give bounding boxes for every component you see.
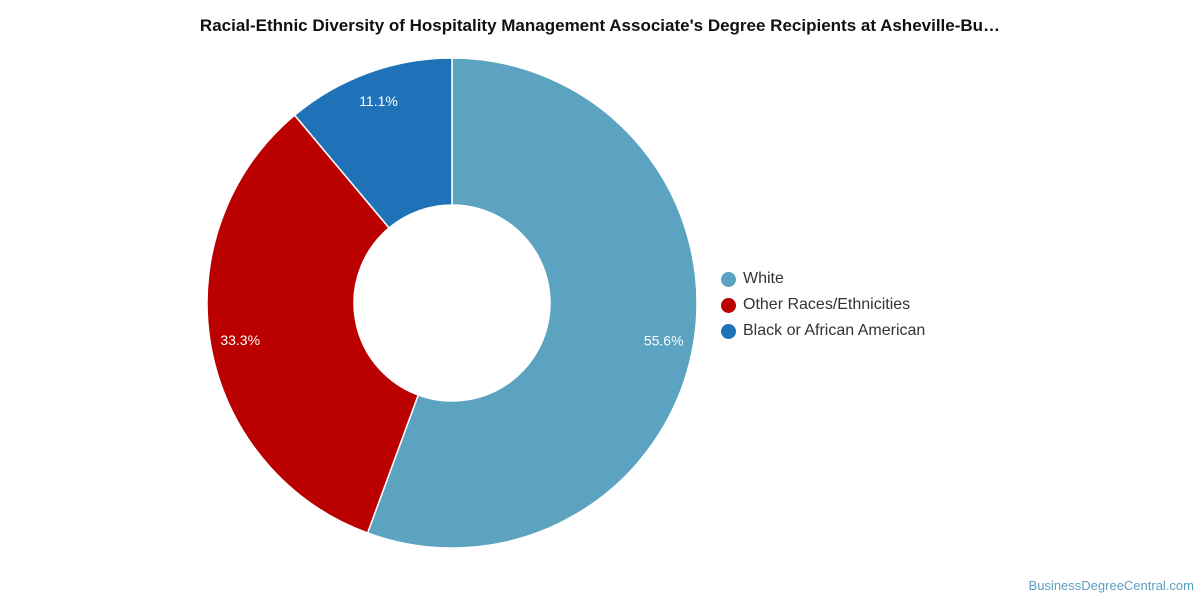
slice-black-or-african-american — [293, 57, 453, 229]
legend-label: Black or African American — [743, 322, 926, 339]
slice-value-label: 55.6% — [644, 333, 684, 349]
slice-white — [366, 57, 698, 549]
slice-value-label: 33.3% — [220, 332, 260, 348]
legend-item[interactable]: Black or African American — [721, 318, 925, 344]
chart-title: Racial-Ethnic Diversity of Hospitality M… — [199, 16, 1001, 35]
legend-marker — [721, 323, 736, 339]
legend-label: White — [743, 270, 784, 287]
legend-marker — [721, 271, 736, 287]
legend-label: Other Races/Ethnicities — [743, 296, 911, 313]
legend-item[interactable]: Other Races/Ethnicities — [721, 292, 925, 318]
watermark: BusinessDegreeCentral.com — [1028, 578, 1194, 593]
slice-other-races-ethnicities — [206, 114, 420, 534]
legend-marker — [721, 297, 736, 313]
legend: White Other Races/Ethnicities Black or Afr… — [721, 266, 925, 344]
legend-item[interactable]: White — [721, 266, 925, 292]
slice-value-label: 11.1% — [359, 93, 398, 109]
